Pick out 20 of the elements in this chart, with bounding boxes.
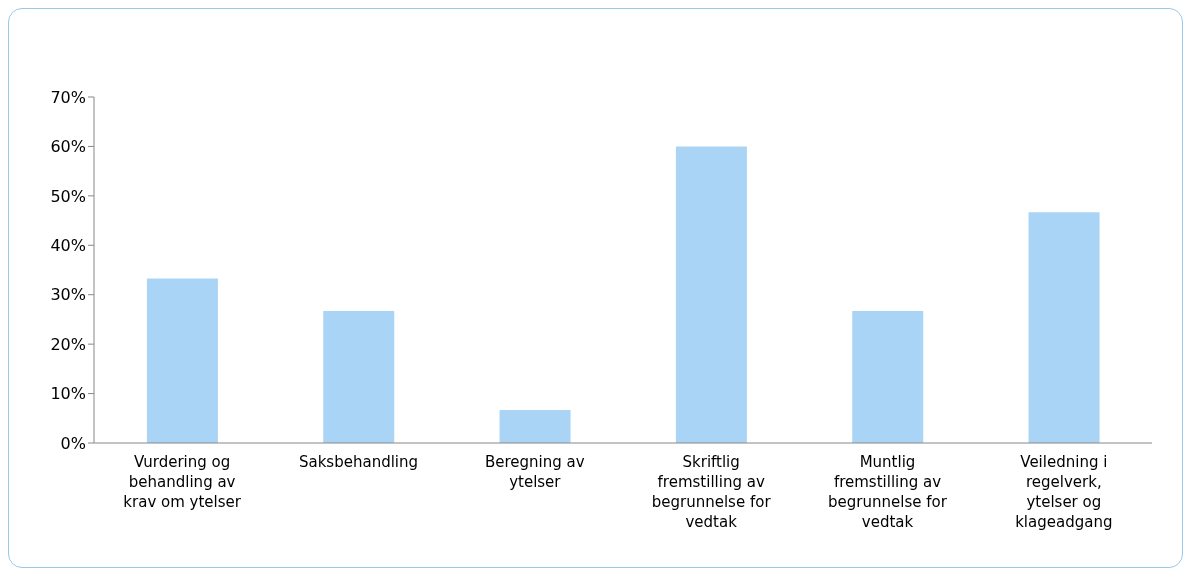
bar <box>852 311 924 443</box>
y-tick-label: 70% <box>50 87 86 107</box>
x-tick-label: Saksbehandling <box>298 453 419 471</box>
x-tick-label: Skriftlig fremstilling av begrunnelse for vedtak <box>651 453 772 531</box>
y-tick-label: 0% <box>60 433 86 453</box>
bar <box>1028 212 1100 443</box>
x-tick-label: Veiledning i regelverk, ytelser og klageadgang <box>1015 453 1113 531</box>
y-tick-label: 60% <box>50 137 86 157</box>
y-tick-label: 50% <box>50 186 86 206</box>
x-tick-label: Vurdering og behandling av krav om ytelser <box>123 453 242 511</box>
bar <box>499 409 571 443</box>
x-tick-label: Muntlig fremstilling av begrunnelse for vedtak <box>828 453 948 531</box>
x-tick-label: Beregning av ytelser <box>485 453 585 491</box>
bar <box>323 311 395 443</box>
y-tick-label: 30% <box>50 285 86 305</box>
bar <box>146 278 218 443</box>
y-tick-label: 20% <box>50 334 86 354</box>
y-tick-label: 10% <box>50 384 86 404</box>
y-tick-label: 40% <box>50 235 86 255</box>
bar <box>675 146 747 443</box>
